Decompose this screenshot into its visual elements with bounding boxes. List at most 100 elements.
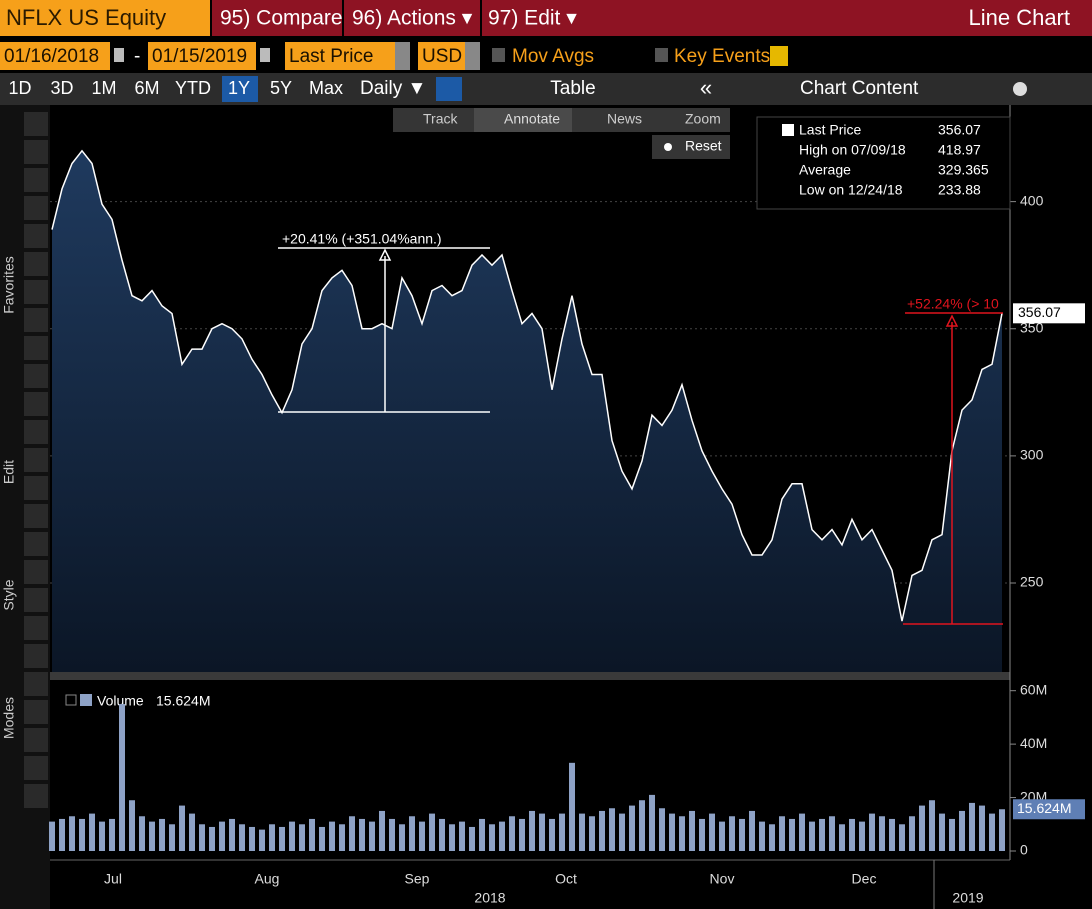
tool[interactable]: Track — [423, 111, 458, 127]
tool-icon[interactable] — [24, 224, 48, 248]
tool-icon[interactable] — [24, 252, 48, 276]
tool[interactable]: Annotate — [504, 111, 560, 127]
y-tick-label: 350 — [1020, 319, 1044, 335]
tool-icon[interactable] — [24, 672, 48, 696]
tool-icon[interactable] — [24, 336, 48, 360]
ruler — [903, 312, 1003, 625]
tool-icon[interactable] — [24, 280, 48, 304]
period[interactable]: 1M — [91, 78, 116, 98]
ticker-box[interactable] — [0, 0, 210, 36]
volume-bar — [449, 824, 455, 851]
actions-button[interactable] — [344, 0, 480, 36]
pane-divider[interactable] — [50, 672, 1010, 680]
tool-icon[interactable] — [24, 364, 48, 388]
tool-icon[interactable] — [24, 420, 48, 444]
volume-bar — [879, 816, 885, 851]
tool-icon[interactable] — [24, 308, 48, 332]
dash: - — [134, 46, 140, 67]
dropdown[interactable] — [465, 42, 480, 70]
tool-icon[interactable] — [24, 588, 48, 612]
volume-bar — [709, 813, 715, 851]
frequency[interactable]: Daily ▼ — [360, 78, 426, 99]
tool-icon[interactable] — [24, 560, 48, 584]
x-tick-label: Aug — [255, 871, 280, 887]
period[interactable]: 1Y — [228, 78, 250, 98]
field-box[interactable] — [285, 42, 410, 70]
volume-bar — [739, 818, 745, 851]
table-button[interactable]: Table — [550, 78, 595, 99]
volume-bar — [329, 821, 335, 851]
compare-button[interactable] — [212, 0, 342, 36]
tool-icon[interactable] — [24, 784, 48, 808]
volume-bar — [809, 821, 815, 851]
settings-icon[interactable] — [1013, 82, 1027, 96]
volume-bar — [639, 800, 645, 851]
tool-icon[interactable] — [24, 392, 48, 416]
info-label: High on 07/09/18 — [799, 142, 906, 158]
volume-bar — [959, 810, 965, 851]
tool[interactable]: News — [607, 111, 642, 127]
sidebar-label: Edit — [1, 460, 17, 484]
volume-bar — [99, 821, 105, 851]
volume-bar — [699, 818, 705, 851]
volume-bar — [889, 818, 895, 851]
start-date-box[interactable] — [0, 42, 110, 70]
tool-icon[interactable] — [24, 448, 48, 472]
end-date-box[interactable] — [148, 42, 256, 70]
tool-icon[interactable] — [24, 196, 48, 220]
period[interactable]: 1D — [8, 78, 31, 98]
expand-icon[interactable] — [65, 694, 77, 706]
tool[interactable]: Zoom — [685, 111, 721, 127]
period[interactable]: 6M — [134, 78, 159, 98]
x-tick-label: Oct — [555, 871, 577, 887]
volume-bar — [339, 824, 345, 851]
chart-content[interactable]: Chart Content — [800, 78, 919, 99]
volume-bar — [829, 816, 835, 851]
info-icon[interactable] — [770, 46, 788, 66]
period[interactable]: 3D — [50, 78, 73, 98]
volume-bar — [249, 826, 255, 851]
tool-icon[interactable] — [24, 728, 48, 752]
period[interactable]: 5Y — [270, 78, 292, 98]
tool-icon[interactable] — [24, 700, 48, 724]
legend-swatch — [80, 694, 92, 706]
period[interactable]: YTD — [175, 78, 211, 98]
calendar-icon[interactable] — [260, 48, 270, 62]
period[interactable]: Max — [309, 78, 343, 98]
volume-bar — [489, 824, 495, 851]
currency: USD — [422, 46, 462, 67]
checkbox[interactable] — [492, 48, 505, 62]
tool-icon[interactable] — [24, 112, 48, 136]
info-value: 418.97 — [938, 142, 981, 158]
tool-icon[interactable] — [24, 644, 48, 668]
tool-icon[interactable] — [24, 168, 48, 192]
dropdown[interactable] — [395, 42, 410, 70]
volume-bar — [179, 805, 185, 851]
year-label: 2018 — [474, 890, 505, 906]
edit-bar[interactable] — [482, 0, 1092, 36]
volume-bar — [159, 818, 165, 851]
y-tick-label: 250 — [1020, 574, 1044, 590]
tool-icon[interactable] — [24, 476, 48, 500]
line-icon[interactable] — [436, 77, 462, 101]
info-label: Average — [799, 162, 851, 178]
volume-bar — [979, 805, 985, 851]
tool-icon[interactable] — [24, 616, 48, 640]
volume-bar — [539, 813, 545, 851]
tool-icon[interactable] — [24, 756, 48, 780]
x-tick-label: Dec — [852, 871, 877, 887]
volume-bar — [759, 821, 765, 851]
info-value: 233.88 — [938, 182, 981, 198]
collapse[interactable]: « — [700, 75, 712, 100]
x-tick-label: Sep — [405, 871, 430, 887]
tool-icon[interactable] — [24, 532, 48, 556]
tool-icon[interactable] — [24, 140, 48, 164]
key-events: Key Events — [674, 46, 770, 67]
actions: 96) Actions ▾ — [352, 7, 473, 30]
checkbox[interactable] — [655, 48, 668, 62]
volume-bar — [949, 818, 955, 851]
volume-bar — [419, 821, 425, 851]
volume-bar — [149, 821, 155, 851]
calendar-icon[interactable] — [114, 48, 124, 62]
tool-icon[interactable] — [24, 504, 48, 528]
